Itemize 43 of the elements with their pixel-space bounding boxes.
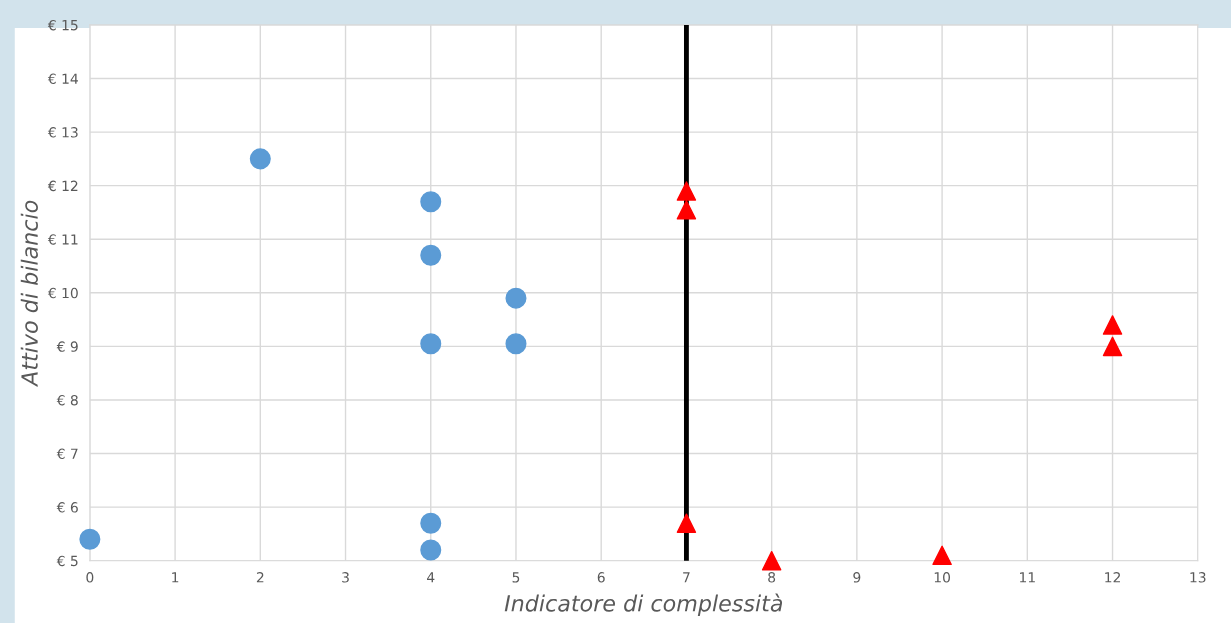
y-tick-label: € 12: [47, 180, 78, 192]
point: [79, 528, 101, 550]
point: [420, 333, 442, 355]
point: [505, 287, 527, 309]
x-tick-label: 0: [86, 572, 94, 583]
point: [420, 191, 442, 213]
y-tick-label: € 8: [56, 394, 78, 406]
y-tick-label: € 15: [47, 19, 78, 31]
x-tick-label: 6: [597, 572, 605, 583]
y-tick-label: € 13: [47, 127, 78, 138]
x-tick-label: 9: [853, 572, 861, 583]
x-tick-label: 13: [1190, 572, 1206, 583]
point: [420, 244, 442, 266]
x-tick-label: 8: [768, 572, 776, 583]
y-tick-label: € 5: [56, 555, 78, 567]
y-axis-title: Attivo di bilancio: [20, 200, 38, 388]
y-tick-label: € 6: [56, 502, 78, 513]
x-tick-label: 1: [172, 572, 179, 583]
x-tick-label: 7: [683, 572, 690, 583]
y-tick-label: € 11: [47, 234, 78, 245]
x-tick-label: 11: [1020, 572, 1035, 583]
y-tick-label: € 7: [56, 448, 78, 460]
point: [761, 550, 782, 571]
y-tick-label: € 10: [47, 287, 78, 299]
point: [249, 148, 271, 170]
point: [1102, 315, 1123, 335]
x-tick-label: 5: [512, 572, 520, 583]
x-axis-title: Indicatore di complessità: [504, 593, 783, 616]
y-tick-label: € 9: [56, 341, 78, 352]
x-tick-label: 12: [1105, 572, 1120, 583]
y-tick-label: € 14: [47, 73, 78, 84]
x-tick-label: 2: [256, 572, 264, 583]
x-tick-label: 4: [427, 572, 435, 583]
point: [420, 539, 442, 561]
point: [676, 181, 697, 201]
point: [676, 513, 697, 533]
x-tick-label: 10: [934, 572, 951, 583]
point: [932, 545, 952, 566]
point: [676, 200, 697, 220]
point: [420, 512, 442, 534]
point: [505, 333, 527, 355]
point: [1102, 336, 1123, 357]
x-tick-label: 3: [342, 572, 349, 583]
